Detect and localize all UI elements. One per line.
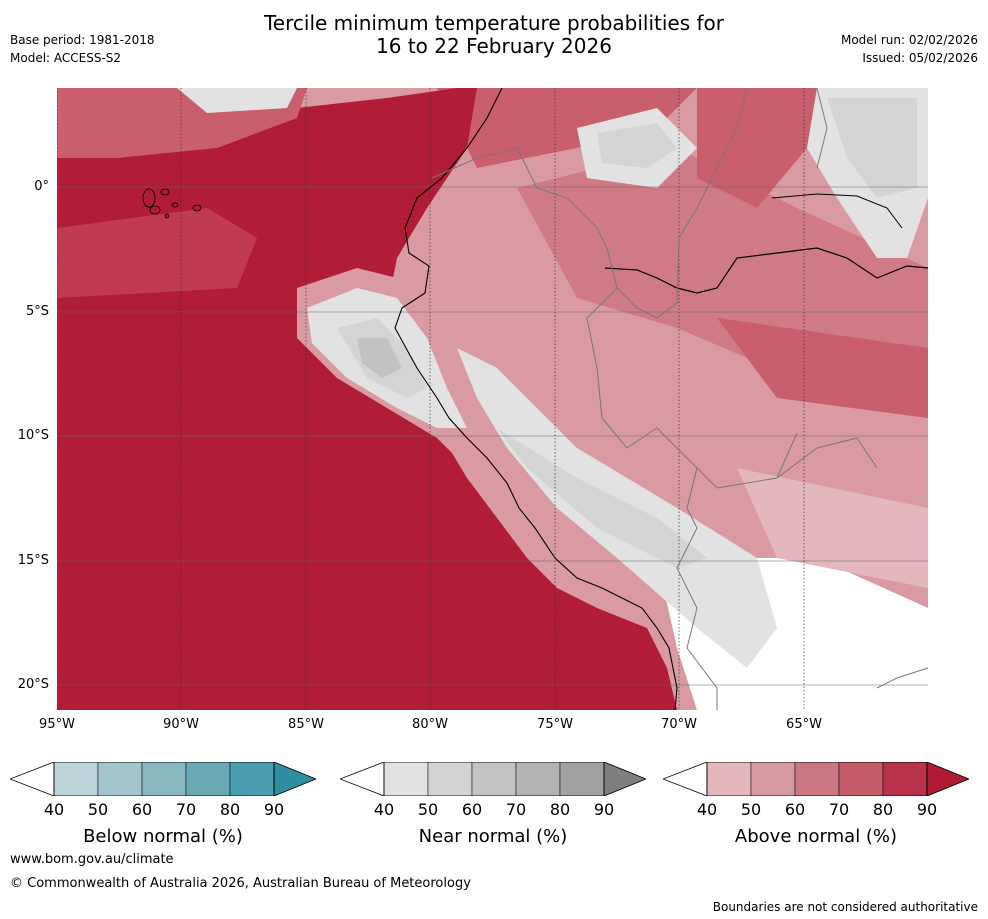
northeast-near-50-patch	[827, 98, 917, 198]
lon-label-65w: 65°W	[786, 717, 822, 732]
land-above-70-area-east	[717, 318, 928, 418]
legend-near-normal	[338, 761, 648, 797]
page-title: Tercile minimum temperature probabilitie…	[0, 12, 988, 58]
model-run-text: Model run: 02/02/2026	[840, 33, 978, 47]
colorbar-segment	[603, 761, 647, 797]
land-above-70-area-north	[437, 88, 697, 168]
colorbar-segment	[273, 761, 317, 797]
west-above-80-band	[57, 208, 257, 298]
legend-below-tick: 90	[263, 800, 285, 819]
legend-above-tick: 80	[872, 800, 894, 819]
legend-below-tick: 40	[43, 800, 65, 819]
legend-below-normal	[8, 761, 318, 797]
lat-label-15s: 15°S	[17, 553, 49, 568]
land-above-70-area	[697, 88, 817, 208]
copyright-text: © Commonwealth of Australia 2026, Austra…	[10, 876, 471, 891]
legend-near-tick: 40	[373, 800, 395, 819]
website-link[interactable]: www.bom.gov.au/climate	[10, 852, 174, 867]
legend-near-tick: 90	[593, 800, 615, 819]
legend-near-tick: 80	[549, 800, 571, 819]
model-name-text: Model: ACCESS-S2	[10, 51, 122, 65]
lon-label-90w: 90°W	[163, 717, 199, 732]
title-line-1: Tercile minimum temperature probabilitie…	[263, 11, 725, 35]
colorbar-segment	[838, 761, 884, 797]
issued-date-text: Issued: 05/02/2026	[862, 51, 978, 65]
colorbar-segment	[471, 761, 517, 797]
title-line-2: 16 to 22 February 2026	[376, 34, 612, 58]
colorbar-segment	[383, 761, 429, 797]
colorbar-segment	[141, 761, 187, 797]
legend-above-tick: 70	[828, 800, 850, 819]
lon-label-85w: 85°W	[288, 717, 324, 732]
legend-near-tick: 50	[417, 800, 439, 819]
colorbar-segment	[53, 761, 99, 797]
colorbar-segment	[559, 761, 605, 797]
colorbar-segment	[97, 761, 143, 797]
galapagos-islands	[142, 188, 202, 219]
colorbar-segment	[229, 761, 275, 797]
legend-below-tick: 70	[175, 800, 197, 819]
northwest-near-40-patch	[177, 88, 297, 113]
colorbar-segment	[427, 761, 473, 797]
legend-near-tick: 60	[461, 800, 483, 819]
legend-above-tick: 50	[740, 800, 762, 819]
legend-near-title: Near normal (%)	[418, 826, 568, 847]
legend-above-tick: 90	[916, 800, 938, 819]
colorbar-below-normal	[8, 761, 318, 797]
legend-above-tick: 40	[696, 800, 718, 819]
meridian-lines	[57, 88, 805, 710]
colorbar-segment	[515, 761, 561, 797]
lat-label-0: 0°	[34, 179, 49, 194]
north-near-50-patch	[597, 123, 677, 168]
land-above-40-area	[737, 468, 928, 588]
river-line-north	[771, 193, 903, 229]
legend-above-normal	[661, 761, 971, 797]
disclaimer-text: Boundaries are not considered authoritat…	[712, 900, 978, 914]
legend-below-tick: 80	[219, 800, 241, 819]
andes-near-50-band	[497, 428, 707, 568]
coastline	[394, 88, 678, 710]
legend-below-tick: 60	[131, 800, 153, 819]
legend-below-tick: 50	[87, 800, 109, 819]
colorbar-segment	[882, 761, 928, 797]
lon-label-95w: 95°W	[39, 717, 75, 732]
colorbar-segment	[185, 761, 231, 797]
colorbar-above-normal	[661, 761, 971, 797]
colorbar-segment	[794, 761, 840, 797]
lat-label-10s: 10°S	[17, 428, 49, 443]
legend-below-title: Below normal (%)	[83, 826, 243, 847]
legend-above-tick: 60	[784, 800, 806, 819]
lat-label-5s: 5°S	[25, 304, 49, 319]
lat-label-20s: 20°S	[17, 677, 49, 692]
colorbar-segment	[706, 761, 752, 797]
country-borders	[431, 88, 928, 710]
river-line	[604, 247, 928, 294]
colorbar-segment	[926, 761, 970, 797]
grid-lines	[57, 186, 928, 686]
base-period-text: Base period: 1981-2018	[10, 33, 155, 47]
map-canvas	[57, 88, 928, 710]
colorbar-near-normal	[338, 761, 648, 797]
colorbar-segment	[750, 761, 796, 797]
lon-label-80w: 80°W	[412, 717, 448, 732]
probability-map	[57, 88, 928, 710]
coastal-near-60-zone	[357, 338, 402, 378]
lon-label-75w: 75°W	[537, 717, 573, 732]
legend-near-tick: 70	[505, 800, 527, 819]
legend-above-title: Above normal (%)	[734, 826, 898, 847]
lon-label-70w: 70°W	[661, 717, 697, 732]
